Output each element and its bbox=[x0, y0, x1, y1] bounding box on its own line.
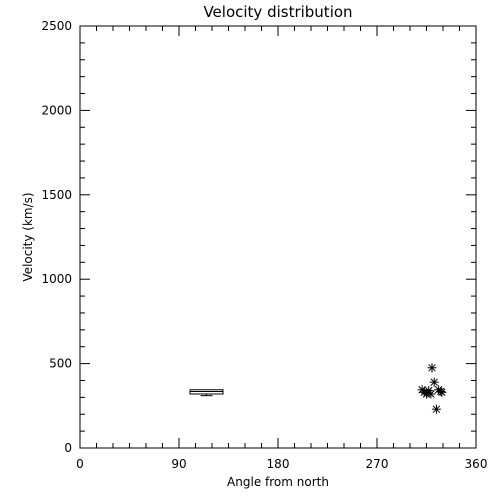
y-tick-label: 500 bbox=[49, 357, 72, 371]
data-points bbox=[417, 363, 447, 414]
y-tick-label: 2000 bbox=[41, 103, 72, 117]
y-tick-label: 1500 bbox=[41, 188, 72, 202]
data-point bbox=[431, 404, 441, 414]
x-tick-label: 90 bbox=[171, 457, 186, 471]
axis-ticks bbox=[79, 25, 477, 449]
x-tick-label: 0 bbox=[76, 457, 84, 471]
y-tick-label: 0 bbox=[64, 441, 72, 455]
y-tick-label: 1000 bbox=[41, 272, 72, 286]
chart-title: Velocity distribution bbox=[203, 3, 352, 21]
y-tick-label: 2500 bbox=[41, 19, 72, 33]
tick-labels: 0 90 180 270 360 0 500 1000 1500 2000 2500 bbox=[41, 19, 487, 471]
data-point bbox=[437, 387, 447, 397]
data-point bbox=[429, 377, 439, 387]
box-plot bbox=[189, 389, 224, 397]
data-point bbox=[426, 389, 436, 399]
x-axis-label: Angle from north bbox=[227, 475, 329, 489]
plot-frame bbox=[79, 25, 477, 449]
x-tick-label: 270 bbox=[366, 457, 389, 471]
x-tick-label: 180 bbox=[267, 457, 290, 471]
x-tick-label: 360 bbox=[465, 457, 488, 471]
data-point bbox=[427, 363, 437, 373]
y-axis-label: Velocity (km/s) bbox=[21, 192, 35, 281]
